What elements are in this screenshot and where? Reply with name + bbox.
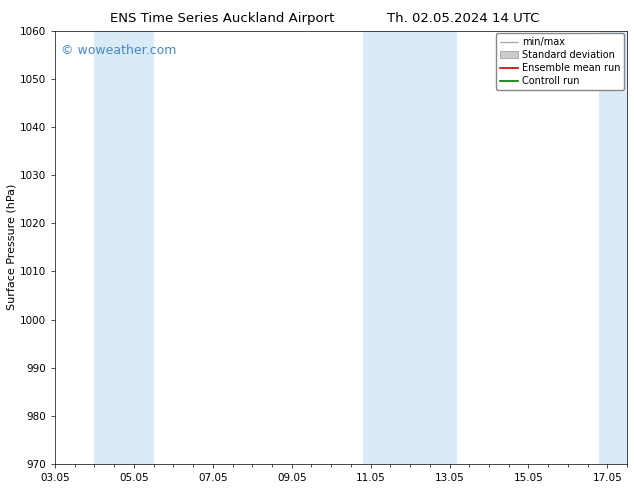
Text: Th. 02.05.2024 14 UTC: Th. 02.05.2024 14 UTC [387, 12, 539, 25]
Legend: min/max, Standard deviation, Ensemble mean run, Controll run: min/max, Standard deviation, Ensemble me… [496, 33, 624, 90]
Text: ENS Time Series Auckland Airport: ENS Time Series Auckland Airport [110, 12, 334, 25]
Y-axis label: Surface Pressure (hPa): Surface Pressure (hPa) [7, 184, 17, 311]
Bar [363, 30, 457, 464]
Bar [599, 30, 627, 464]
Text: © woweather.com: © woweather.com [61, 44, 176, 56]
Bar [94, 30, 153, 464]
